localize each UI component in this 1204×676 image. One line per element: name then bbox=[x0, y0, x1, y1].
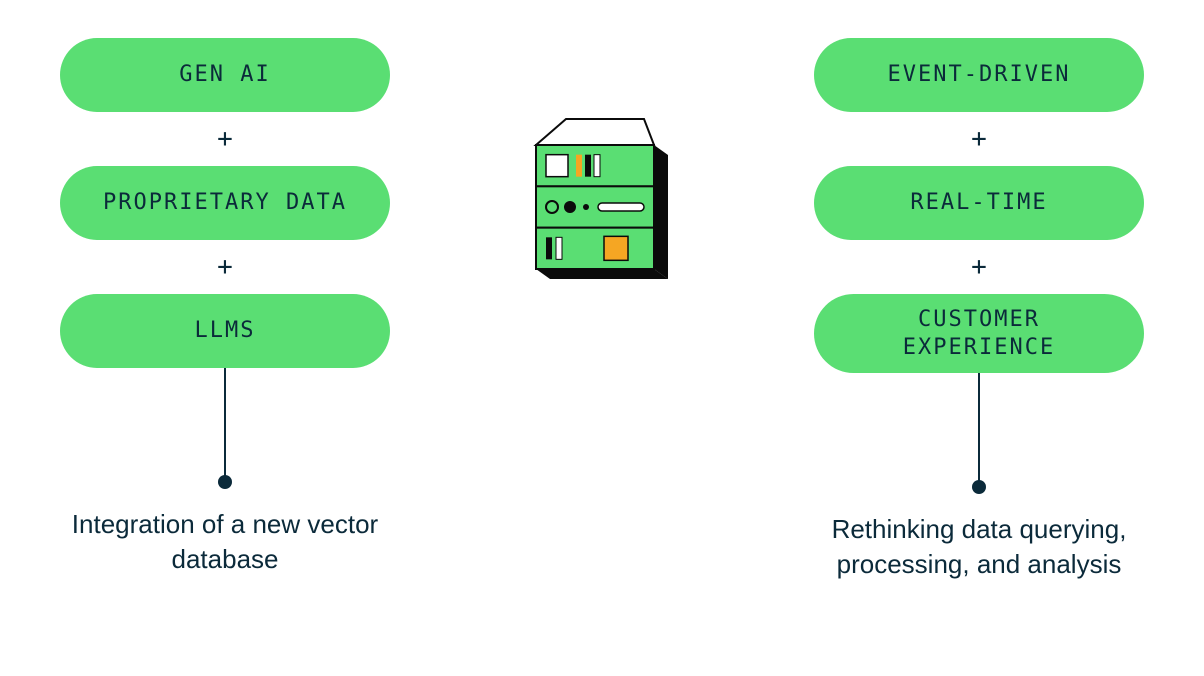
server-icon bbox=[528, 115, 676, 285]
pill-real-time: REAL-TIME bbox=[814, 166, 1144, 240]
pill-event-driven: EVENT-DRIVEN bbox=[814, 38, 1144, 112]
left-caption: Integration of a new vector database bbox=[55, 507, 395, 577]
right-caption: Rethinking data querying, processing, an… bbox=[809, 512, 1149, 582]
plus-icon: + bbox=[217, 252, 233, 282]
pill-gen-ai: GEN AI bbox=[60, 38, 390, 112]
connector-line-segment bbox=[224, 368, 226, 476]
pill-proprietary-data: PROPRIETARY DATA bbox=[60, 166, 390, 240]
connector-line-segment bbox=[978, 373, 980, 481]
pill-customer-experience: CUSTOMER EXPERIENCE bbox=[814, 294, 1144, 373]
right-column: EVENT-DRIVEN + REAL-TIME + CUSTOMER EXPE… bbox=[814, 38, 1144, 582]
connector-line bbox=[972, 373, 986, 494]
connector-dot bbox=[218, 475, 232, 489]
plus-icon: + bbox=[971, 124, 987, 154]
pill-llms: LLMS bbox=[60, 294, 390, 368]
plus-icon: + bbox=[217, 124, 233, 154]
plus-icon: + bbox=[971, 252, 987, 282]
connector-dot bbox=[972, 480, 986, 494]
left-column: GEN AI + PROPRIETARY DATA + LLMS Integra… bbox=[60, 38, 390, 577]
connector-line bbox=[218, 368, 232, 489]
